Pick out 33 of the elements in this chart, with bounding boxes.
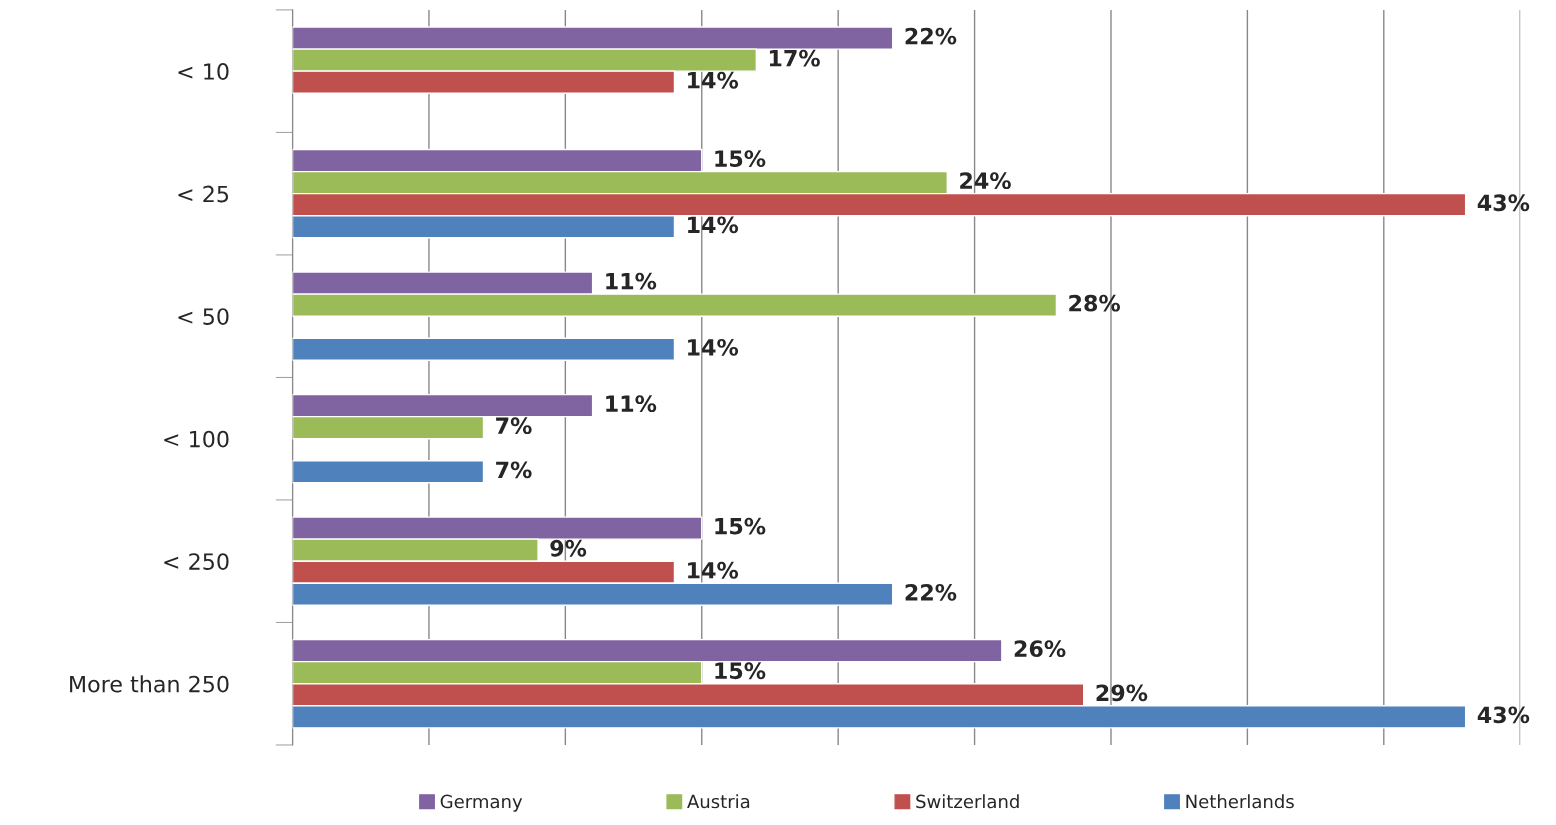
data-label: 15%	[715, 517, 766, 535]
legend-label: Switzerland	[916, 794, 1019, 809]
data-label: 29%	[1096, 684, 1148, 702]
y-tick-label: < 100	[164, 430, 229, 448]
data-label: 26%	[1014, 640, 1066, 658]
legend-label: Austria	[687, 794, 750, 809]
bar	[292, 337, 676, 361]
y-tick-label: < 50	[178, 308, 229, 325]
y-tick-label: < 10	[178, 63, 229, 80]
y-tick-label: More than 250	[70, 675, 229, 693]
legend-label: Netherlands	[1186, 794, 1294, 809]
y-tick-label: < 250	[164, 553, 229, 570]
data-label: 22%	[905, 27, 957, 45]
data-label: 11%	[606, 395, 657, 413]
data-label: 15%	[715, 150, 766, 168]
data-label: 14%	[688, 71, 739, 89]
data-label: 24%	[960, 172, 1011, 190]
data-label: 28%	[1069, 294, 1121, 312]
y-tick-label: < 25	[178, 185, 229, 203]
data-label: 11%	[606, 272, 657, 290]
data-label: 22%	[905, 583, 957, 601]
data-label: 17%	[769, 49, 820, 67]
data-label: 14%	[688, 216, 739, 234]
data-label: 43%	[1477, 706, 1530, 724]
data-label: 7%	[496, 461, 532, 479]
data-label: 15%	[715, 662, 766, 680]
data-label: 14%	[688, 561, 739, 579]
data-label: 7%	[496, 417, 532, 435]
bar	[292, 460, 485, 484]
data-label: 14%	[688, 338, 739, 356]
data-label: 9%	[550, 539, 587, 557]
data-label: 43%	[1477, 194, 1530, 212]
legend-label: Germany	[440, 794, 523, 812]
